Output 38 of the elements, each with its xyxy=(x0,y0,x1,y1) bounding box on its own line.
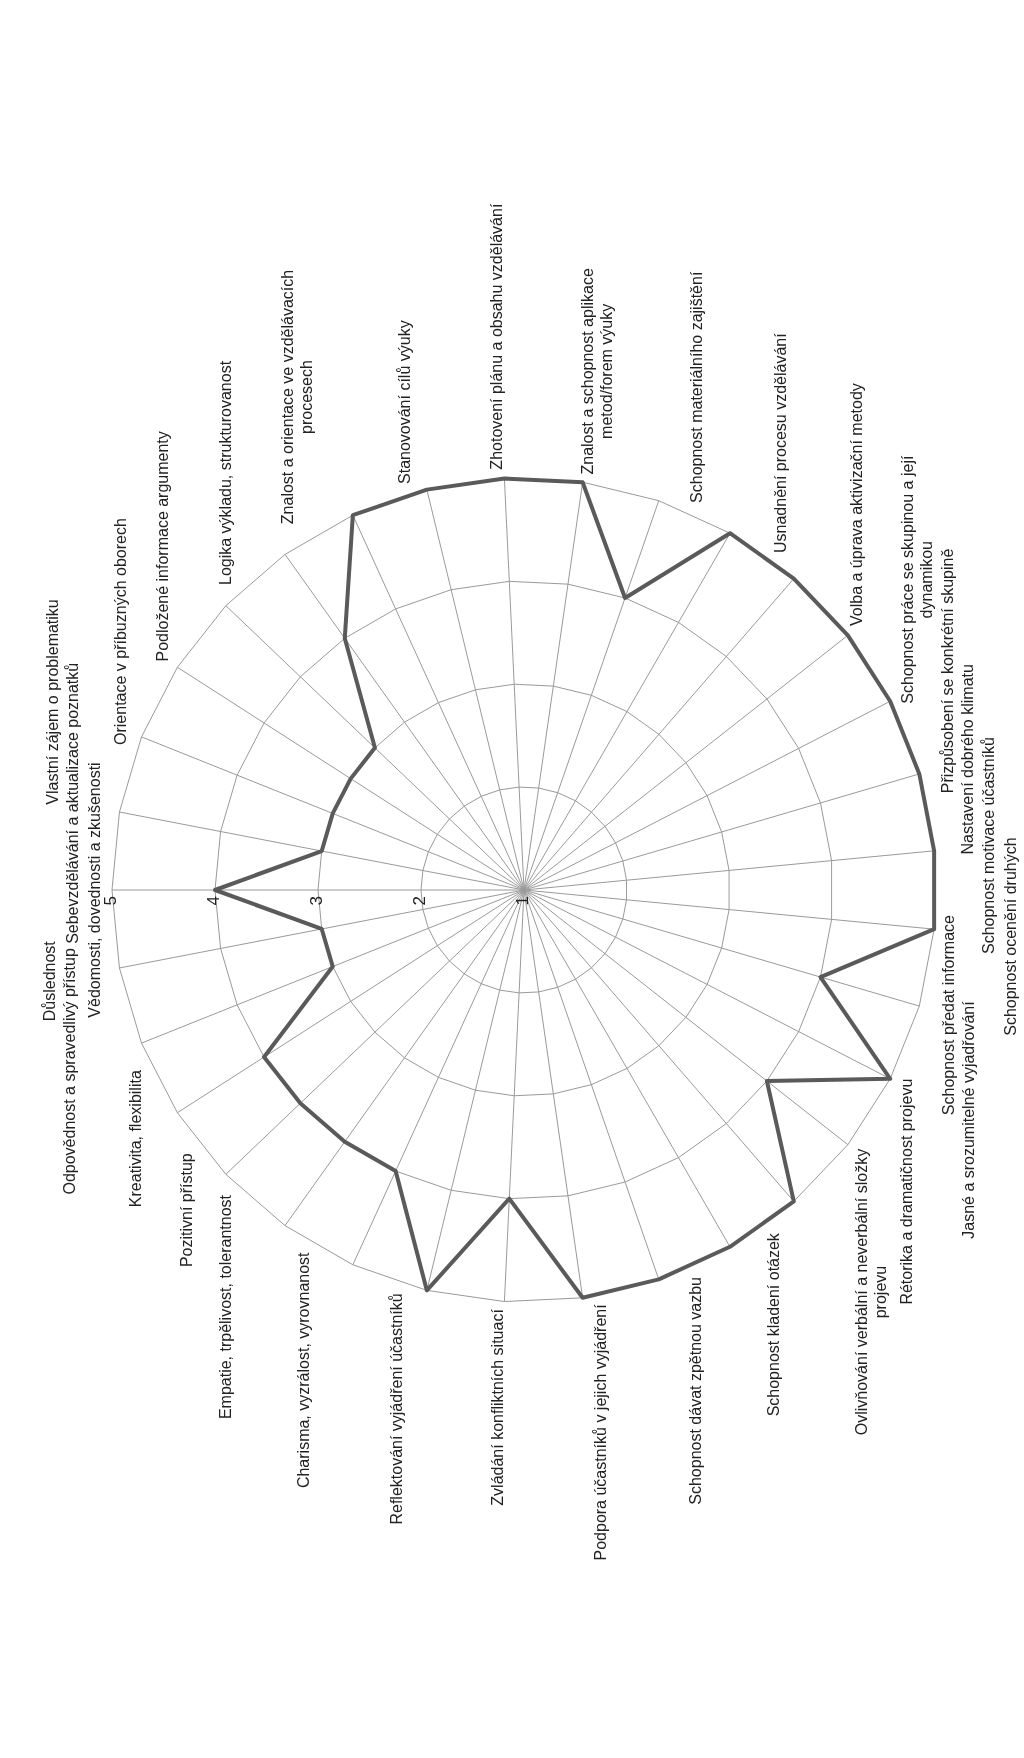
spoke-label: Nastavení dobrého klimatu xyxy=(959,664,977,855)
spoke-label: Zhotovení plánu a obsahu vzdělávání xyxy=(487,203,505,470)
spoke-label: Podložené informace argumenty xyxy=(153,431,171,662)
spoke-label: Sebevzdělávání a aktualizace poznatků xyxy=(64,662,82,944)
spoke-label: Vědomosti, dovednosti a zkušenosti xyxy=(86,762,104,1018)
spoke-label: Rétorika a dramatičnost projevu xyxy=(897,1078,915,1305)
spoke-label: Schopnost kladení otázek xyxy=(765,1232,783,1417)
spoke-label: Znalost a schopnost aplikace metod/forem výuky xyxy=(579,268,616,475)
spoke-label: Jasné a srozumitelné vyjadřování xyxy=(960,1000,978,1239)
spoke-label: Zvládání konfliktních situací xyxy=(489,1308,507,1506)
spoke-label: Reflektování vyjádření účastníků xyxy=(388,1293,406,1525)
spoke-label: Logika výkladu, strukturovanost xyxy=(217,360,235,585)
spoke-label: Usnadnění procesu vzdělávání xyxy=(772,332,790,553)
spoke-label: Schopnost ocenění druhých xyxy=(1002,837,1020,1036)
spoke-label: Odpovědnost a spravedlivý přístup xyxy=(61,948,79,1195)
spoke-label: Kreativita, flexibilita xyxy=(127,1070,145,1208)
spoke-label: Znalost a orientace ve vzdělávacích procesech xyxy=(279,269,316,525)
spoke-label: Podpora účastníků v jejich vyjádření xyxy=(592,1303,610,1561)
spoke-label: Volba a úprava aktivizační metody xyxy=(848,383,866,626)
spoke-label: Ovlivňování verbální a neverbální složky projevu xyxy=(853,1148,890,1436)
spoke-label: Důslednost xyxy=(40,940,58,1022)
spoke-label: Charisma, vyzrálost, vyrovnanost xyxy=(294,1251,312,1489)
spoke-label: Empatie, trpělivost, tolerantnost xyxy=(217,1194,235,1420)
spoke-label: Schopnost motivace účastníků xyxy=(980,737,998,955)
spoke-label: Vlastní zájem o problematiku xyxy=(44,599,62,805)
spoke-label: Stanovování cílů výuky xyxy=(395,320,413,484)
y-tick-label: 2 xyxy=(410,896,430,906)
spoke-label: Schopnost práce se skupinou a její dynamikou xyxy=(899,455,936,704)
spoke-label: Schopnost předat informace xyxy=(940,914,958,1116)
y-tick-label: 4 xyxy=(204,896,224,906)
y-tick-label: 5 xyxy=(101,896,121,906)
y-tick-label: 1 xyxy=(513,896,533,906)
spoke-label: Orientace v příbuzných oborech xyxy=(112,518,130,745)
spoke-label: Pozitivní přístup xyxy=(178,1153,196,1268)
spoke-label: Přizpůsobení se konkrétní skupině xyxy=(939,548,957,794)
spoke-label: Schopnost dávat zpětnou vazbu xyxy=(687,1276,705,1505)
spoke-label: Schopnost materiálního zajištění xyxy=(688,271,706,503)
y-tick-label: 3 xyxy=(307,896,327,906)
